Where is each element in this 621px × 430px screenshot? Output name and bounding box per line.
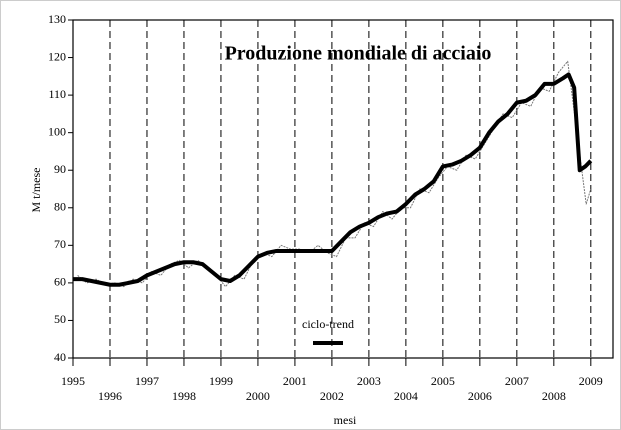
x-tick-label: 1996 xyxy=(98,389,122,403)
x-tick-label: 1998 xyxy=(172,389,196,403)
x-axis-label: mesi xyxy=(334,413,357,427)
x-tick-label: 2002 xyxy=(320,389,344,403)
y-tick-label: 120 xyxy=(48,49,66,63)
y-tick-label: 50 xyxy=(54,312,66,326)
y-tick-label: 110 xyxy=(48,87,66,101)
y-tick-label: 80 xyxy=(54,200,66,214)
x-tick-label: 1997 xyxy=(135,374,159,388)
x-tick-label: 2005 xyxy=(431,374,455,388)
y-axis-label: M t/mese xyxy=(29,168,43,213)
y-tick-label: 100 xyxy=(48,124,66,138)
series-line xyxy=(73,72,593,287)
x-tick-label: 2004 xyxy=(394,389,418,403)
y-tick-label: 70 xyxy=(54,237,66,251)
y-tick-label: 60 xyxy=(54,275,66,289)
x-tick-label: 1999 xyxy=(209,374,233,388)
chart-title: Produzione mondiale di acciaio xyxy=(225,43,492,65)
x-tick-label: 2009 xyxy=(579,374,603,388)
x-tick-label: 2006 xyxy=(468,389,492,403)
y-tick-label: 130 xyxy=(48,12,66,26)
y-tick-label: 40 xyxy=(54,350,66,364)
x-tick-label: 2008 xyxy=(542,389,566,403)
legend-label: ciclo-trend xyxy=(302,317,354,331)
x-tick-label: 2001 xyxy=(283,374,307,388)
x-tick-label: 2007 xyxy=(505,374,529,388)
series-line xyxy=(77,60,592,288)
x-tick-label: 2003 xyxy=(357,374,381,388)
y-tick-label: 90 xyxy=(54,162,66,176)
x-tick-label: 1995 xyxy=(61,374,85,388)
plot-area xyxy=(72,19,614,359)
x-tick-label: 2000 xyxy=(246,389,270,403)
